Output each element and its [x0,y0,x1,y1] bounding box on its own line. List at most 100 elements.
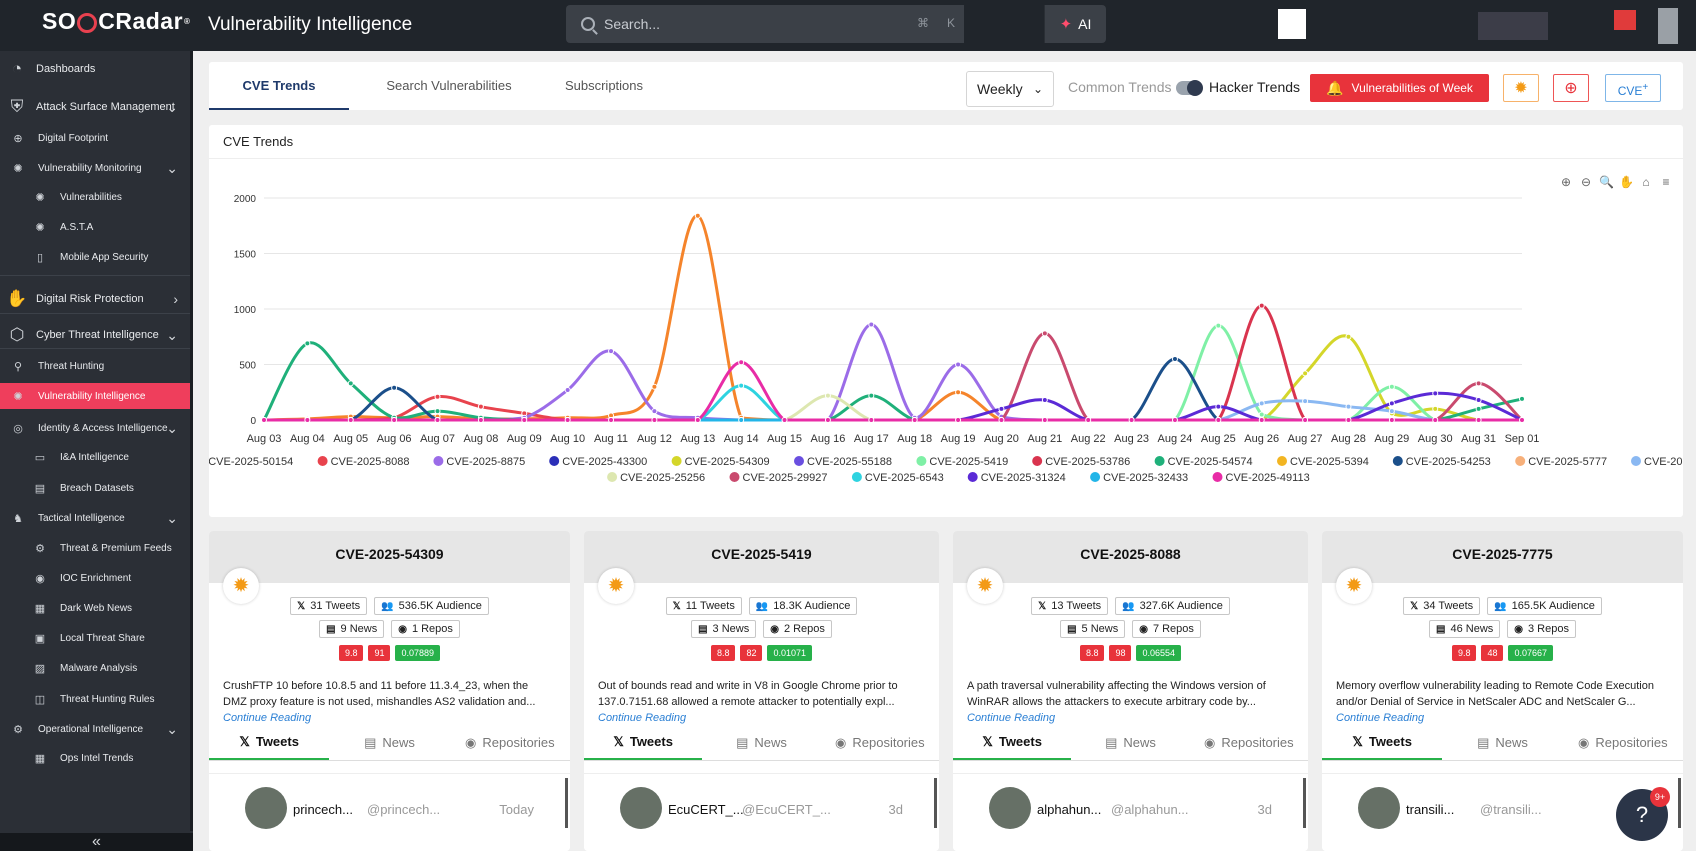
data-point [477,417,484,423]
sidebar-item-ioc-enrichment[interactable]: ◉ IOC Enrichment [0,565,190,591]
cve-id[interactable]: CVE-2025-5419 [711,546,812,562]
sidebar-item-i-a-intelligence[interactable]: ▭ I&A Intelligence [0,444,190,470]
continue-reading-link[interactable]: Continue Reading [1336,712,1425,724]
card-scrollbar[interactable] [565,778,568,828]
sidebar-item-digital-risk-protection[interactable]: ✋ Digital Risk Protection › [0,282,190,316]
ai-button[interactable]: ✦ AI [1044,5,1106,43]
cve-card[interactable]: CVE-2025-54309 ✹ 𝕏 31 Tweets 👥 536.5K Audi… [209,531,570,851]
sidebar-item-threat-hunting-rules[interactable]: ◫ Threat Hunting Rules [0,686,190,712]
x-tick-label: Aug 26 [1244,433,1279,445]
sidebar-divider [0,275,190,276]
sidebar-item-vulnerability-intelligence[interactable]: ✺ Vulnerability Intelligence [0,383,190,409]
card-scrollbar[interactable] [1678,778,1681,828]
sidebar-item-ops-intel-trends[interactable]: ▦ Ops Intel Trends [0,745,190,771]
data-point [347,380,354,387]
tweet-user[interactable]: EcuCERT_... [668,802,744,817]
tab-repositories[interactable]: ◉ Repositories [450,725,570,760]
identity-icon: ◎ [13,422,23,435]
tweet-user[interactable]: alphahun... [1037,802,1102,817]
legend-label: CVE-2025-6543 [865,472,944,484]
bug-filter-button[interactable]: ✹ [1503,74,1539,102]
tweet-item[interactable]: princech... @princech... Today [209,773,570,851]
tweet-user[interactable]: transili... [1406,802,1455,817]
tweet-user[interactable]: princech... [293,802,353,817]
zoom-select-icon[interactable]: 🔍 [1599,175,1614,189]
tab-news[interactable]: ▤ News [329,725,449,760]
tab-repositories[interactable]: ◉ Repositories [1190,725,1308,760]
tweet-item[interactable]: transili... @transili... 1 [1322,773,1683,851]
sidebar-item-breach-datasets[interactable]: ▤ Breach Datasets [0,475,190,501]
continue-reading-link[interactable]: Continue Reading [223,712,312,724]
sidebar-item-threat-premium-feeds[interactable]: ⚙ Threat & Premium Feeds [0,535,190,561]
sidebar-item-malware-analysis[interactable]: ▨ Malware Analysis [0,655,190,681]
sidebar-item-mobile-app-security[interactable]: ▯ Mobile App Security [0,244,190,270]
cve-card[interactable]: CVE-2025-8088 ✹ 𝕏 13 Tweets 👥 327.6K Audie… [953,531,1308,851]
legend-label: CVE-2025-54253 [1406,456,1491,468]
tab-news[interactable]: ▤ News [1071,725,1189,760]
trends-toggle[interactable] [1176,80,1203,96]
home-icon[interactable]: ⌂ [1642,175,1650,189]
sidebar-item-vulnerability-monitoring[interactable]: ✺ Vulnerability Monitoring ⌄ [0,155,190,181]
search-input[interactable]: Search... ⌘ K [566,5,964,43]
legend-label: CVE-2025-54574 [1168,456,1253,468]
legend-label: CVE-2025-7775 [1644,456,1683,468]
common-trends-label[interactable]: Common Trends [1068,79,1172,95]
sidebar-item-a-s-t-a[interactable]: ✺ A.S.T.A [0,214,190,240]
people-icon: 👥 [1122,600,1135,612]
x-logo-icon: 𝕏 [1352,733,1363,749]
tab-cve-trends[interactable]: CVE Trends [209,62,349,110]
tab-repositories[interactable]: ◉ Repositories [1563,725,1683,760]
tab-tweets[interactable]: 𝕏 Tweets [953,725,1072,760]
pan-icon[interactable]: ✋ [1619,175,1634,189]
sidebar-item-identity-access-intelligence[interactable]: ◎ Identity & Access Intelligence ⌄ [0,414,190,442]
tab-tweets[interactable]: 𝕏 Tweets [209,725,330,760]
sidebar-item-tactical-intelligence[interactable]: ♞ Tactical Intelligence ⌄ [0,505,190,531]
sidebar-item-digital-footprint[interactable]: ⊕ Digital Footprint [0,125,190,151]
bug-icon: ✹ [223,568,259,604]
card-scrollbar[interactable] [1303,778,1306,828]
cve-id[interactable]: CVE-2025-7775 [1452,546,1553,562]
sidebar-item-vulnerabilities[interactable]: ✺ Vulnerabilities [0,184,190,210]
hacker-trends-label[interactable]: Hacker Trends [1209,79,1301,95]
sidebar-item-threat-hunting[interactable]: ⚲ Threat Hunting [0,353,190,379]
sidebar-item-dashboards[interactable]: ◔ Dashboards [0,55,190,83]
menu-icon[interactable]: ≡ [1662,175,1670,189]
zoom-out-icon[interactable]: ⊖ [1580,175,1592,189]
tab-search-vulnerabilities[interactable]: Search Vulnerabilities [386,78,512,93]
period-select[interactable]: Weekly ⌄ [966,71,1054,107]
series-line [262,214,1524,422]
card-scrollbar[interactable] [934,778,937,828]
tweet-item[interactable]: EcuCERT_... @EcuCERT_... 3d [584,773,939,851]
sidebar-item-local-threat-share[interactable]: ▣ Local Threat Share [0,625,190,651]
sidebar-item-cyber-threat-intelligence[interactable]: ⬡ Cyber Threat Intelligence ⌄ [0,318,190,352]
tab-news[interactable]: ▤ News [702,725,820,760]
cve-id[interactable]: CVE-2025-8088 [1080,546,1181,562]
sidebar-item-operational-intelligence[interactable]: ⚙ Operational Intelligence ⌄ [0,716,190,742]
vulnerabilities-of-week-button[interactable]: 🔔 Vulnerabilities of Week [1310,74,1489,102]
tab-news[interactable]: ▤ News [1442,725,1562,760]
tab-repos-label: Repositories [1595,735,1668,750]
avatar [620,787,662,829]
zoom-in-icon[interactable]: ⊕ [1560,175,1572,189]
cve-subscribe-button[interactable]: CVE+ [1605,74,1661,102]
tweet-item[interactable]: alphahun... @alphahun... 3d [953,773,1308,851]
continue-reading-link[interactable]: Continue Reading [598,712,687,724]
continue-reading-link[interactable]: Continue Reading [967,712,1056,724]
sidebar-item-attack-surface-management[interactable]: ⛨ Attack Surface Management ⌄ [0,90,190,124]
tab-tweets[interactable]: 𝕏 Tweets [584,725,703,760]
collapse-sidebar-button[interactable]: « [0,833,193,851]
x-tick-label: Aug 16 [810,433,845,445]
tab-repositories[interactable]: ◉ Repositories [821,725,939,760]
tab-tweets[interactable]: 𝕏 Tweets [1322,725,1443,760]
search-icon: ⚲ [13,360,23,373]
socradar-logo[interactable]: SO CRadar ® [42,8,191,34]
sidebar-item-dark-web-news[interactable]: ▦ Dark Web News [0,595,190,621]
tab-subscriptions[interactable]: Subscriptions [564,78,644,93]
cve-card[interactable]: CVE-2025-5419 ✹ 𝕏 11 Tweets 👥 18.3K Audien… [584,531,939,851]
add-button[interactable]: ⊕ [1553,74,1589,102]
sidebar-scrollbar[interactable] [190,51,193,831]
audience-label: 536.5K Audience [398,600,482,612]
cve-card[interactable]: CVE-2025-7775 ✹ 𝕏 34 Tweets 👥 165.5K Audie… [1322,531,1683,851]
data-point [1302,398,1309,405]
cve-id[interactable]: CVE-2025-54309 [335,546,444,562]
